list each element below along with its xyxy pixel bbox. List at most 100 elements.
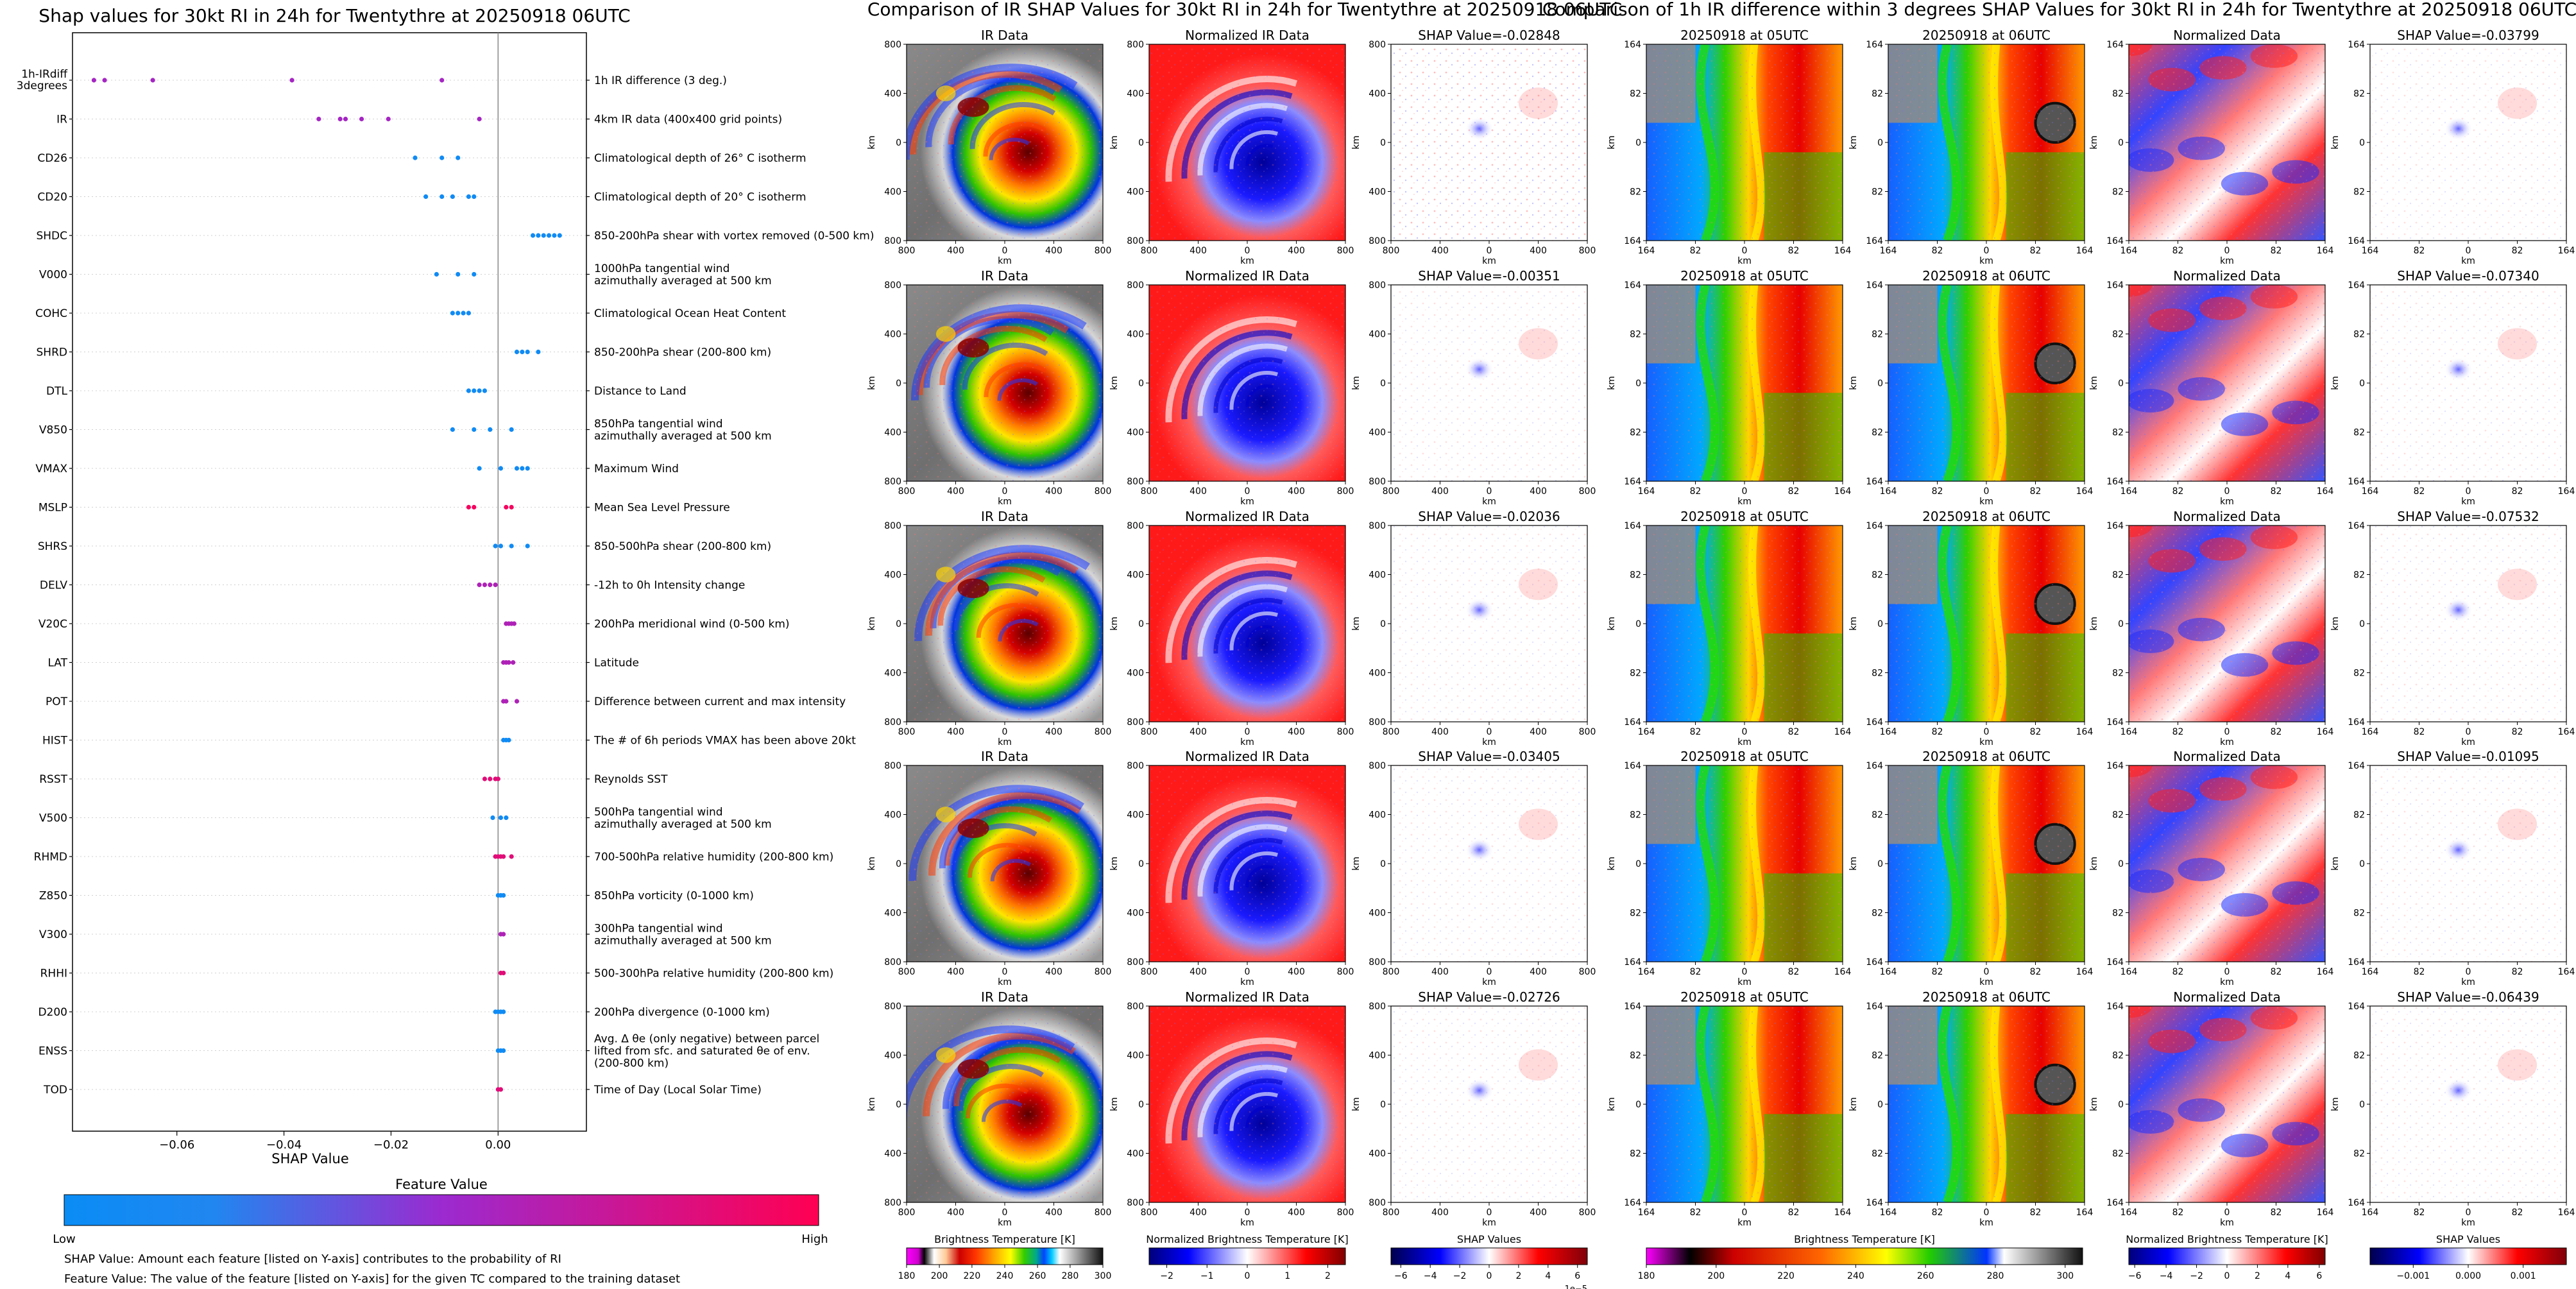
x-tick-label: 400 [1530, 727, 1547, 737]
y-tick-label: 0 [1380, 619, 1386, 629]
x-tick-label: 164 [2120, 486, 2138, 497]
x-tick-label: 82 [2172, 486, 2184, 497]
x-axis-label: km [1979, 256, 1993, 266]
y-axis-label: km [1109, 1097, 1120, 1111]
panel-title: Normalized Data [2173, 268, 2281, 284]
shap-point [495, 776, 500, 781]
y-tick-label: 800 [1127, 1198, 1144, 1208]
x-axis-label: km [1979, 497, 1993, 507]
shap-point [509, 504, 514, 510]
y-tick-label: 0 [1635, 1100, 1641, 1110]
y-tick-label: 82 [2353, 89, 2365, 99]
colorbar-tick-label: −4 [1424, 1271, 1437, 1281]
feature-description: Climatological depth of 26° C isotherm [594, 152, 806, 165]
shap-value-title: SHAP Value=-0.00351 [1418, 268, 1560, 284]
x-tick-label: 164 [1638, 967, 1655, 977]
y-tick-label: 0 [2359, 379, 2365, 389]
y-tick-label: 0 [1380, 859, 1386, 869]
colorbar-tick-label: 220 [1777, 1271, 1795, 1281]
y-tick-label: 0 [1635, 859, 1641, 869]
y-tick-label: 800 [884, 761, 901, 771]
shap-point [514, 699, 520, 704]
y-tick-label: 0 [896, 1100, 901, 1110]
y-tick-label: 800 [1127, 761, 1144, 771]
x-tick-label: 800 [1383, 486, 1400, 497]
shap-point [557, 233, 562, 238]
x-tick-label: 0 [1742, 246, 1748, 256]
y-tick-label: 400 [884, 1149, 901, 1159]
panel-title: 20250918 at 05UTC [1680, 749, 1809, 764]
y-tick-label: 0 [1635, 619, 1641, 629]
y-axis-label: km [1607, 376, 1617, 390]
colorbar-tick-label: 220 [964, 1271, 981, 1281]
y-tick-label: 164 [1866, 717, 1883, 728]
y-tick-label: 164 [1866, 957, 1883, 968]
feature-description: azimuthally averaged at 500 km [594, 935, 772, 948]
feature-code: D200 [38, 1006, 67, 1019]
x-axis-label: km [1482, 497, 1496, 507]
x-tick-label: 82 [2271, 967, 2282, 977]
shap-value-title: SHAP Value=-0.03799 [2397, 28, 2539, 43]
normalized-ir-image [1149, 765, 1345, 962]
y-tick-label: 800 [1369, 1198, 1386, 1208]
x-tick-label: 800 [898, 486, 916, 497]
x-axis-label: km [1737, 977, 1752, 987]
x-tick-label: 164 [2558, 486, 2575, 497]
y-tick-label: 400 [884, 330, 901, 340]
feature-code: CD20 [37, 191, 67, 204]
x-tick-label: 82 [2512, 486, 2523, 497]
x-tick-label: 0 [1002, 486, 1008, 497]
x-axis-label: km [998, 977, 1012, 987]
y-tick-label: 164 [2348, 1198, 2365, 1208]
feature-code: SHDC [36, 230, 67, 243]
x-tick-label: 400 [1288, 246, 1305, 256]
y-tick-label: 0 [2118, 379, 2124, 389]
feature-description: 1000hPa tangential wind [594, 262, 729, 275]
colorbar-offset: 1e−5 [1565, 1285, 1587, 1289]
x-tick-label: 82 [2172, 967, 2184, 977]
colorbar [1148, 1247, 1346, 1265]
x-tick-label: −0.02 [373, 1138, 409, 1152]
x-tick-label: 164 [2362, 486, 2379, 497]
x-tick-label: 400 [947, 486, 964, 497]
ir-diff-image [1646, 765, 1843, 962]
x-tick-label: 0 [1245, 1208, 1250, 1218]
panel-title: Normalized IR Data [1185, 28, 1309, 43]
x-axis-label: km [2220, 497, 2234, 507]
y-axis-label: km [1848, 857, 1859, 871]
y-axis-label: km [867, 857, 877, 871]
ir-diff-image [1888, 44, 2085, 241]
y-tick-label: 82 [1872, 909, 1883, 919]
x-tick-label: 164 [2362, 246, 2379, 256]
feature-code: RHHI [40, 968, 67, 980]
x-tick-label: 0 [1002, 1208, 1008, 1218]
ir-diff-image [1888, 285, 2085, 481]
shap-point [509, 543, 514, 549]
y-tick-label: 0 [1635, 379, 1641, 389]
colorbar [2369, 1247, 2567, 1265]
colorbar-tick-label: −2 [1160, 1271, 1173, 1281]
shap-point [488, 582, 493, 588]
x-tick-label: 164 [1880, 1208, 1897, 1218]
colorbar-tick-label: 200 [931, 1271, 948, 1281]
y-tick-label: 164 [1624, 1002, 1641, 1012]
shap-point [102, 78, 107, 83]
y-axis-label: km [2330, 857, 2341, 871]
shap-map-image [1391, 765, 1587, 962]
x-tick-label: 164 [2317, 486, 2334, 497]
x-tick-label: 0 [1245, 486, 1250, 497]
y-tick-label: 164 [1866, 477, 1883, 487]
y-tick-label: 400 [1127, 669, 1144, 679]
y-tick-label: 164 [2348, 761, 2365, 771]
y-tick-label: 800 [1127, 477, 1144, 487]
shap-point [493, 543, 498, 549]
y-axis-label: km [1848, 135, 1859, 149]
ir-diff-image [1646, 285, 1843, 481]
feature-code: VMAX [35, 463, 67, 475]
shap-point [466, 388, 472, 393]
y-tick-label: 0 [1138, 619, 1144, 629]
y-tick-label: 164 [1866, 1002, 1883, 1012]
note-shap: SHAP Value: Amount each feature [listed … [64, 1252, 561, 1266]
colorbar [1646, 1247, 2083, 1265]
y-axis-label: km [867, 1097, 877, 1111]
